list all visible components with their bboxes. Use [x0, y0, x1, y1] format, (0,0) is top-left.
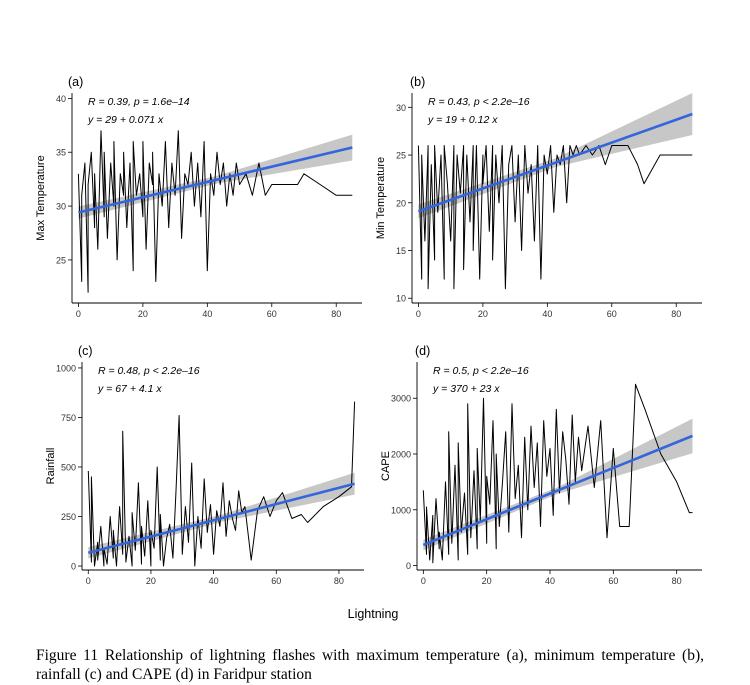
y-tick-label: 30: [396, 103, 406, 113]
y-tick-label: 1000: [56, 363, 76, 373]
x-tick-label: 80: [331, 309, 341, 319]
panel-label: (c): [78, 344, 93, 358]
x-tick-label: 60: [271, 576, 281, 586]
x-tick-label: 20: [138, 309, 148, 319]
panel-c: (c) 0 250 500 750 1000 0 20 40 60 80 Rainfall R = 0.…: [45, 344, 364, 586]
y-axis-label: CAPE: [380, 451, 392, 481]
y-tick-label: 35: [56, 148, 66, 158]
equation-annotation: y = 67 + 4.1 x: [97, 383, 162, 395]
figure-canvas: (a) 25 30 35 40 0 20 40 60 80 Max Temperature R = 0…: [35, 75, 702, 621]
series-line: [422, 383, 693, 564]
y-tick-label: 40: [56, 94, 66, 104]
regression-line: [78, 146, 353, 214]
panel-label: (b): [410, 75, 425, 89]
x-tick-label: 80: [671, 309, 681, 319]
equation-annotation: y = 19 + 0.12 x: [427, 114, 498, 126]
x-tick-label: 0: [416, 309, 421, 319]
equation-annotation: y = 370 + 23 x: [432, 383, 500, 395]
panel-label: (a): [68, 75, 83, 89]
x-tick-label: 0: [421, 576, 426, 586]
x-tick-label: 20: [482, 576, 492, 586]
common-x-axis-label: Lightning: [348, 607, 399, 621]
y-tick-label: 1000: [391, 505, 411, 515]
panel-d: (d) 0 1000 2000 3000 0 20 40 60 80 CAPE R = 0.5, p …: [380, 344, 702, 586]
y-tick-label: 3000: [391, 394, 411, 404]
series-line: [87, 401, 356, 567]
regression-line: [87, 482, 355, 555]
panel-b: (b) 10 15 20 25 30 0 20 40 60 80 Min Temperature R =…: [375, 75, 702, 319]
panel-label: (d): [415, 344, 430, 358]
x-tick-label: 40: [202, 309, 212, 319]
x-tick-label: 40: [209, 576, 219, 586]
stat-annotation: R = 0.43, p < 2.2e–16: [428, 96, 530, 108]
y-tick-label: 30: [56, 202, 66, 212]
y-axis-label: Max Temperature: [35, 155, 47, 240]
figure-caption: Figure 11 Relationship of lightning flas…: [36, 647, 704, 683]
x-tick-label: 80: [672, 576, 682, 586]
stat-annotation: R = 0.5, p < 2.2e–16: [433, 365, 529, 377]
x-tick-label: 80: [334, 576, 344, 586]
y-axis-label: Min Temperature: [375, 157, 387, 239]
y-tick-label: 250: [61, 512, 76, 522]
y-tick-label: 25: [56, 255, 66, 265]
y-axis-label: Rainfall: [45, 448, 57, 485]
y-tick-label: 2000: [391, 450, 411, 460]
x-tick-label: 20: [146, 576, 156, 586]
y-tick-label: 25: [396, 151, 406, 161]
y-tick-label: 750: [61, 413, 76, 423]
y-tick-label: 15: [396, 246, 406, 256]
x-tick-label: 0: [76, 309, 81, 319]
regression-line: [422, 434, 693, 547]
x-tick-label: 20: [478, 309, 488, 319]
y-tick-label: 10: [396, 294, 406, 304]
regression-line: [418, 112, 693, 213]
y-tick-label: 500: [61, 462, 76, 472]
x-tick-label: 40: [545, 576, 555, 586]
stat-annotation: R = 0.39, p = 1.6e–14: [88, 96, 190, 108]
panel-a: (a) 25 30 35 40 0 20 40 60 80 Max Temperature R = 0…: [35, 75, 362, 319]
x-tick-label: 60: [608, 576, 618, 586]
y-tick-label: 0: [406, 561, 411, 571]
equation-annotation: y = 29 + 0.071 x: [87, 114, 164, 126]
series-line: [77, 130, 353, 293]
x-tick-label: 60: [267, 309, 277, 319]
stat-annotation: R = 0.48, p < 2.2e–16: [98, 365, 200, 377]
confidence-band: [418, 93, 693, 219]
x-tick-label: 60: [607, 309, 617, 319]
x-tick-label: 40: [542, 309, 552, 319]
y-tick-label: 0: [71, 562, 76, 572]
x-tick-label: 0: [86, 576, 91, 586]
y-tick-label: 20: [396, 198, 406, 208]
